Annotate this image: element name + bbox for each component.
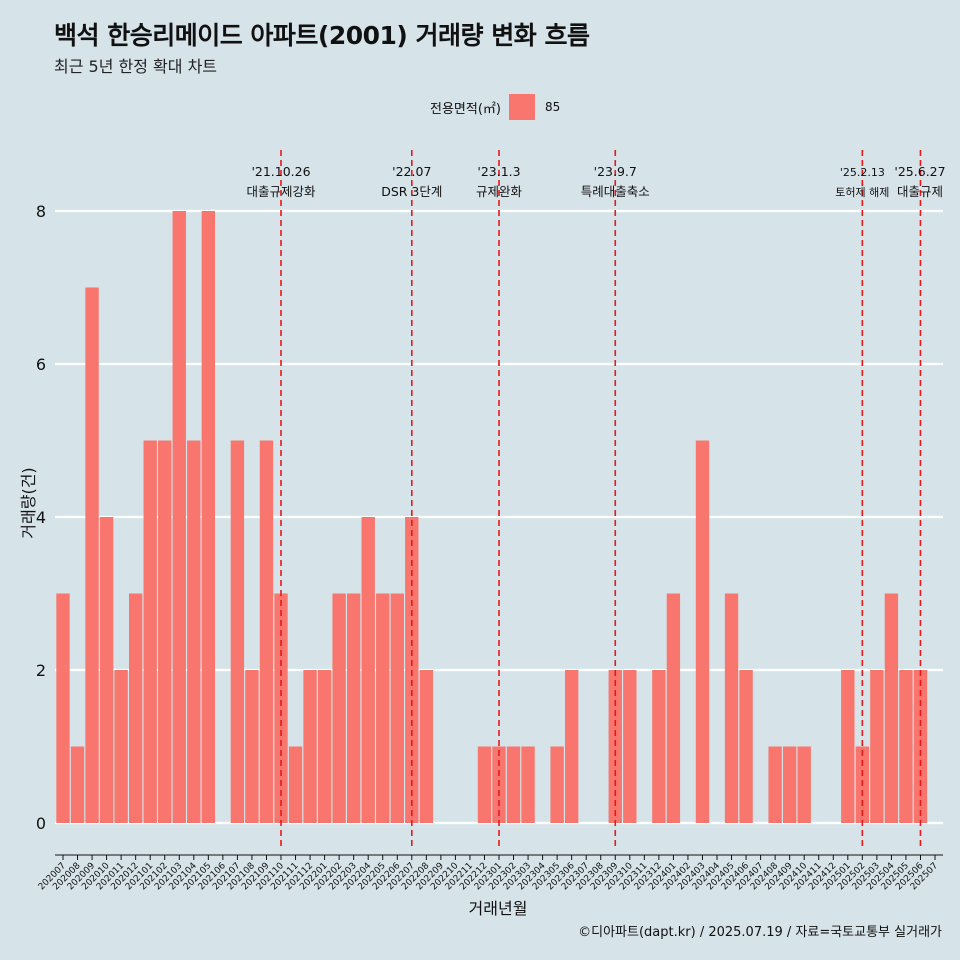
legend-item-label: 85 <box>544 100 561 114</box>
bar-202111 <box>288 746 303 823</box>
y-tick-label: 2 <box>36 661 46 680</box>
bar-202109 <box>259 440 274 823</box>
bar-202105 <box>201 211 216 823</box>
event-name-label: 대출규제 <box>897 184 943 199</box>
bar-202409 <box>782 746 797 823</box>
bar-202302 <box>506 746 521 823</box>
bar-202208 <box>419 670 434 823</box>
event-name-label: DSR 3단계 <box>381 184 442 199</box>
y-axis-title: 거래량(건) <box>19 467 38 538</box>
bar-202101 <box>143 440 157 823</box>
bar-202205 <box>376 593 390 823</box>
bar-202103 <box>172 211 186 823</box>
y-tick-label: 0 <box>36 814 46 833</box>
y-tick-label: 8 <box>36 202 46 221</box>
bar-202306 <box>564 670 579 823</box>
x-axis-title: 거래년월 <box>469 899 528 918</box>
bar-202011 <box>114 670 128 823</box>
bar-202107 <box>230 440 245 823</box>
bar-202202 <box>332 593 346 823</box>
bars <box>56 211 928 823</box>
event-date-label: '22.07 <box>392 164 431 179</box>
bar-202102 <box>158 440 172 823</box>
legend-swatch <box>508 94 535 120</box>
bar-202104 <box>187 440 201 823</box>
event-date-label: '21.10.26 <box>251 164 310 179</box>
legend: 전용면적(㎡) 85 <box>430 93 560 121</box>
legend-title: 전용면적(㎡) <box>430 101 501 117</box>
bar-202206 <box>390 593 404 823</box>
bar-202312 <box>652 670 666 823</box>
bar-202505 <box>899 670 913 823</box>
bar-202009 <box>85 287 99 823</box>
bar-202506 <box>913 670 928 823</box>
bar-202007 <box>56 593 70 823</box>
bar-202012 <box>128 593 143 823</box>
bar-202410 <box>797 746 811 823</box>
bar-202401 <box>666 593 681 823</box>
bar-202403 <box>695 440 710 823</box>
event-date-label: '25.6.27 <box>894 164 945 179</box>
bar-202406 <box>739 670 753 823</box>
event-name-label: 대출규제강화 <box>246 184 316 199</box>
event-date-label: '23.9.7 <box>594 164 637 179</box>
bar-202504 <box>884 593 899 823</box>
y-tick-label: 6 <box>36 355 46 374</box>
bar-202010 <box>99 517 114 823</box>
chart-subtitle: 최근 5년 한정 확대 차트 <box>54 57 218 76</box>
bar-202303 <box>521 746 535 823</box>
bar-202212 <box>477 746 492 823</box>
bar-202305 <box>550 746 564 823</box>
event-name-label: 토허제 해제 <box>835 185 889 199</box>
bar-202108 <box>245 670 259 823</box>
bar-202503 <box>870 670 884 823</box>
bar-202008 <box>70 746 85 823</box>
event-date-label: '25.2.13 <box>840 166 885 179</box>
bar-202309 <box>608 670 622 823</box>
source-caption: ©디아파트(dapt.kr) / 2025.07.19 / 자료=국토교통부 실… <box>578 925 942 940</box>
event-date-label: '23.1.3 <box>477 164 520 179</box>
event-markers: '21.10.26 대출규제강화 '22.07 DSR 3단계 '23.1.3 규제완화 '… <box>246 150 946 850</box>
bar-202203 <box>346 593 361 823</box>
event-name-label: 규제완화 <box>476 184 523 199</box>
bar-202204 <box>361 517 375 823</box>
bar-202110 <box>274 593 288 823</box>
bar-202408 <box>768 746 782 823</box>
bar-202405 <box>724 593 739 823</box>
y-tick-label: 4 <box>36 508 46 527</box>
chart-title: 백석 한승리메이드 아파트(2001) 거래량 변화 흐름 <box>54 21 590 50</box>
bar-202501 <box>841 670 855 823</box>
bar-202201 <box>317 670 332 823</box>
bar-202310 <box>623 670 637 823</box>
bar-202112 <box>303 670 317 823</box>
event-name-label: 특례대출축소 <box>581 184 650 199</box>
